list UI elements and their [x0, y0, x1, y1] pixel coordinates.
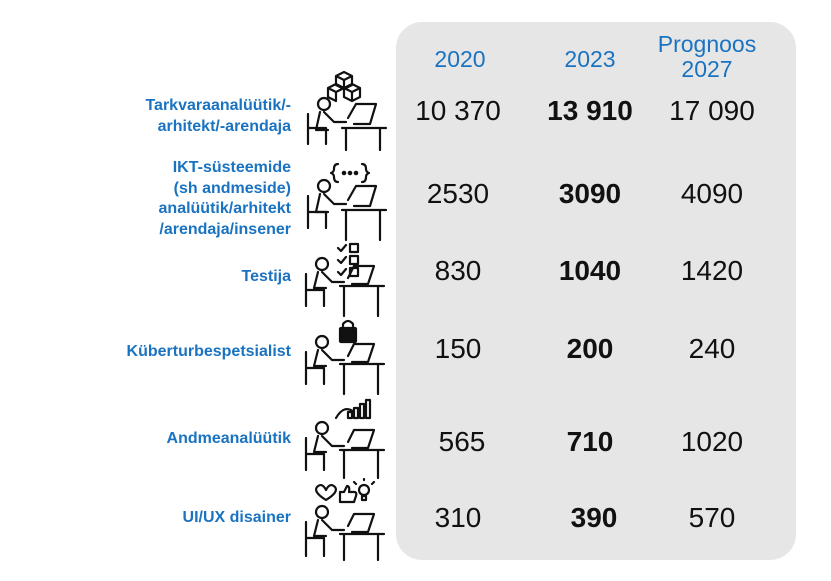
designer-heart-like-bulb-icon — [302, 477, 388, 562]
row-label-ict-systems: IKT-süsteemide (sh andmeside) analüütik/… — [158, 159, 291, 238]
cell-tester-2023: 1040 — [558, 255, 622, 286]
row-label-uiux: UI/UX disainer — [182, 509, 291, 526]
cell-data-2027: 1020 — [680, 426, 744, 457]
column-header-prognoos-2027: Prognoos 2027 — [657, 31, 757, 82]
cell-data-2020: 565 — [438, 426, 486, 457]
cell-uiux-2020: 310 — [434, 502, 482, 533]
row-label-data-analyst: Andmeanalüütik — [166, 430, 291, 447]
tester-checklist-icon — [302, 240, 388, 324]
security-lock-icon — [302, 318, 388, 402]
cell-software-2020: 10 370 — [415, 95, 501, 126]
cell-ict-2020: 2530 — [426, 178, 490, 209]
column-header-2023: 2023 — [564, 46, 616, 72]
cell-uiux-2027: 570 — [688, 502, 736, 533]
cell-ict-2023: 3090 — [558, 178, 622, 209]
cell-software-2027: 17 090 — [669, 95, 755, 126]
column-header-2020: 2020 — [434, 46, 486, 72]
row-label-tester: Testija — [241, 268, 292, 285]
cell-tester-2027: 1420 — [680, 255, 744, 286]
cell-data-2023: 710 — [566, 426, 614, 457]
row-label-cybersecurity: Küberturbespetsialist — [126, 343, 291, 360]
highlight-panel — [396, 22, 796, 560]
cell-software-2023: 13 910 — [547, 95, 633, 126]
cell-tester-2020: 830 — [434, 255, 482, 286]
developer-cubes-icon — [302, 68, 388, 152]
cell-ict-2027: 4090 — [680, 178, 744, 209]
data-chart-icon — [302, 398, 388, 482]
cell-cyber-2023: 200 — [566, 333, 614, 364]
developer-code-braces-icon — [302, 160, 388, 244]
cell-uiux-2023: 390 — [570, 502, 618, 533]
cell-cyber-2020: 150 — [434, 333, 482, 364]
cell-cyber-2027: 240 — [688, 333, 736, 364]
row-label-software: Tarkvaraanalüütik/- arhitekt/-arendaja — [145, 97, 291, 135]
